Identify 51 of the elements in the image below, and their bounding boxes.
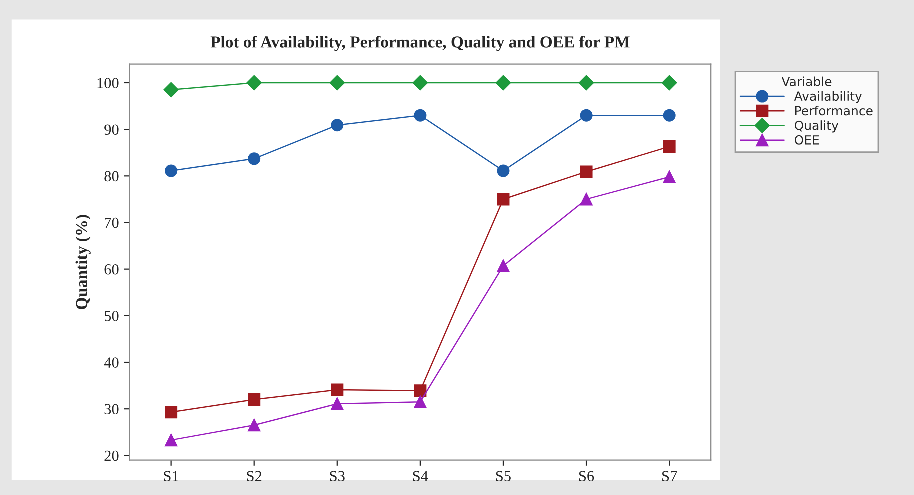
point xyxy=(663,109,676,122)
point xyxy=(662,75,678,91)
x-tick-label: S5 xyxy=(496,471,511,482)
point xyxy=(164,82,179,98)
point xyxy=(497,164,510,178)
x-tick-label: S7 xyxy=(662,471,678,482)
y-tick-label: 60 xyxy=(104,264,119,275)
point xyxy=(414,396,427,408)
point xyxy=(331,398,344,410)
chart-title: Plot of Availability, Performance, Quality and OEE for PM xyxy=(210,36,630,52)
legend-title: Variable xyxy=(782,76,832,86)
point xyxy=(497,193,510,206)
point xyxy=(663,140,676,154)
point xyxy=(246,75,262,91)
y-tick-label: 20 xyxy=(104,450,119,462)
point xyxy=(414,109,427,122)
y-tick-label: 90 xyxy=(104,124,119,136)
point xyxy=(496,75,512,91)
point xyxy=(580,109,593,122)
x-tick-label: S6 xyxy=(579,471,594,482)
point xyxy=(165,164,178,178)
point xyxy=(248,394,261,406)
legend-label: Performance xyxy=(796,106,873,116)
point xyxy=(580,166,593,178)
legend-label: Availability xyxy=(794,91,862,104)
point xyxy=(165,434,178,447)
point xyxy=(497,260,510,272)
point xyxy=(331,384,344,396)
point xyxy=(165,406,178,419)
y-tick-label: 30 xyxy=(104,404,119,415)
y-tick-label: 70 xyxy=(105,218,119,228)
point xyxy=(414,384,427,398)
x-tick-label: S4 xyxy=(413,471,428,482)
x-tick-label: S3 xyxy=(330,471,345,482)
point xyxy=(248,152,261,166)
point xyxy=(412,75,428,91)
point xyxy=(578,75,594,91)
point xyxy=(663,170,676,184)
x-tick-label: S1 xyxy=(164,471,178,482)
y-tick-label: 100 xyxy=(98,78,119,88)
legend-label: OEE xyxy=(794,135,820,145)
y-tick-label: 50 xyxy=(104,311,119,322)
y-axis-title: Quantity (%) xyxy=(76,215,91,310)
point xyxy=(248,419,261,432)
point xyxy=(330,75,345,91)
point xyxy=(580,193,593,206)
y-tick-label: 80 xyxy=(104,171,119,182)
point xyxy=(331,119,344,132)
y-tick-label: 40 xyxy=(104,358,119,368)
x-tick-label: S2 xyxy=(247,471,262,482)
legend-label: Quality xyxy=(794,120,839,133)
